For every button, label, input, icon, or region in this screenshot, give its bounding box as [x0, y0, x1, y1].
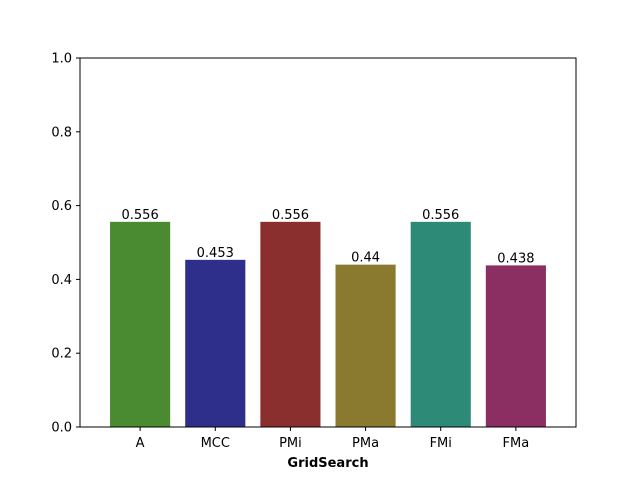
value-label-a: 0.556: [122, 208, 159, 223]
x-tick-label-fmi: FMi: [430, 436, 452, 451]
bars-group: [110, 221, 546, 427]
x-axis-title: GridSearch: [287, 456, 368, 471]
value-label-mcc: 0.453: [197, 246, 234, 261]
x-tick-label-fma: FMa: [503, 436, 530, 451]
x-tick-label-mcc: MCC: [201, 436, 230, 451]
bar-pmi: [260, 221, 321, 427]
y-tick-label: 0.0: [51, 421, 72, 436]
y-tick-label: 0.2: [51, 347, 72, 362]
x-axis: A MCC PMi PMa FMi FMa: [136, 427, 530, 451]
bar-a: [110, 221, 171, 427]
y-tick-label: 0.8: [51, 125, 72, 140]
y-axis: 0.0 0.2 0.4 0.6 0.8 1.0: [51, 52, 80, 436]
y-tick-label: 0.4: [51, 273, 72, 288]
x-tick-label-pmi: PMi: [279, 436, 302, 451]
value-labels-group: 0.556 0.453 0.556 0.44 0.556 0.438: [122, 208, 535, 267]
value-label-pma: 0.44: [351, 251, 380, 266]
x-tick-label-a: A: [136, 436, 145, 451]
bar-fma: [485, 265, 546, 427]
y-tick-label: 0.6: [51, 199, 72, 214]
bar-mcc: [185, 259, 246, 427]
bar-fmi: [410, 221, 471, 427]
bar-pma: [335, 264, 396, 427]
value-label-pmi: 0.556: [272, 208, 309, 223]
y-tick-label: 1.0: [51, 52, 72, 67]
value-label-fma: 0.438: [497, 251, 534, 266]
x-tick-label-pma: PMa: [352, 436, 379, 451]
value-label-fmi: 0.556: [422, 208, 459, 223]
plot-frame: [79, 57, 577, 428]
